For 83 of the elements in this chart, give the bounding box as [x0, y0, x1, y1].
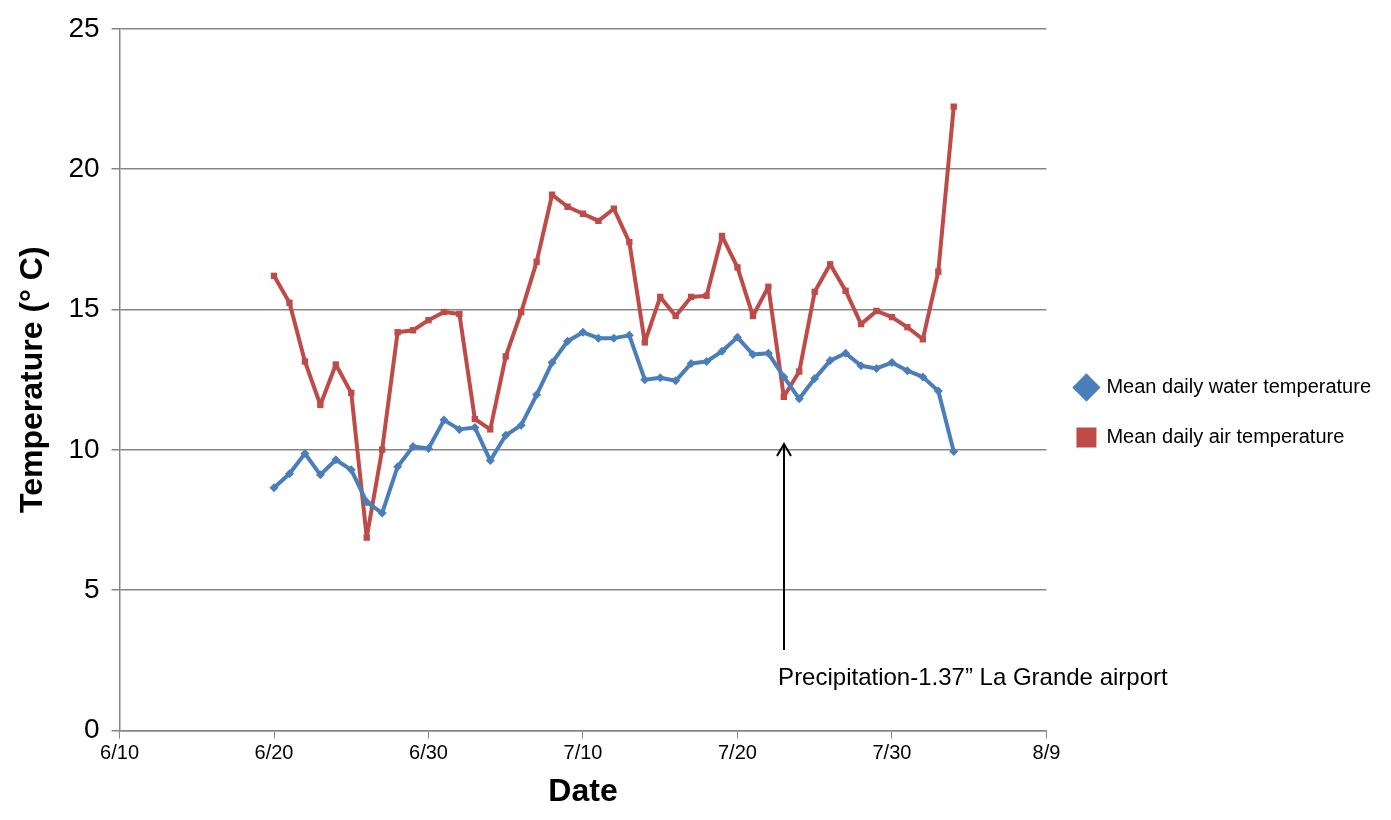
- annotation: Precipitation-1.37” La Grande airport: [778, 662, 1168, 690]
- point: [516, 420, 526, 430]
- point: [595, 217, 602, 224]
- point: [796, 368, 803, 375]
- x-tick-label: 6/10: [100, 741, 140, 764]
- x-tick-label: 7/10: [563, 741, 603, 764]
- point: [456, 310, 463, 318]
- point: [593, 333, 603, 343]
- point: [331, 455, 341, 465]
- point: [378, 446, 386, 453]
- point: [933, 386, 943, 396]
- point: [317, 401, 324, 409]
- point: [471, 415, 479, 423]
- point: [533, 258, 540, 265]
- point: [394, 329, 401, 336]
- x-tick-label: 7/20: [718, 741, 757, 764]
- point: [794, 394, 804, 404]
- y-tick-label: 15: [68, 292, 100, 324]
- point: [841, 348, 851, 358]
- point: [377, 508, 387, 518]
- point: [765, 283, 772, 290]
- point: [825, 356, 835, 366]
- y-tick-label: 10: [68, 432, 100, 464]
- point: [779, 372, 789, 382]
- point: [564, 203, 571, 210]
- point: [950, 103, 957, 110]
- point: [826, 261, 834, 268]
- point: [810, 374, 820, 384]
- point: [918, 372, 928, 382]
- point: [935, 268, 942, 275]
- y-tick-label: 5: [83, 572, 100, 604]
- legend-label: Mean daily air temperature: [1106, 425, 1345, 448]
- point: [703, 292, 710, 299]
- x-axis-title: Date: [548, 771, 618, 808]
- point: [732, 332, 742, 342]
- x-tick-label: 8/9: [1032, 741, 1061, 764]
- point: [300, 449, 310, 459]
- point: [393, 462, 403, 472]
- y-tick-label: 25: [68, 11, 100, 43]
- y-tick-label: 20: [68, 151, 100, 183]
- point: [856, 361, 866, 371]
- point: [842, 287, 849, 294]
- point: [626, 238, 633, 246]
- point: [363, 534, 370, 541]
- point: [485, 456, 495, 466]
- point: [532, 390, 542, 400]
- point: [547, 358, 557, 368]
- point: [578, 327, 588, 337]
- point: [702, 356, 712, 366]
- point: [624, 330, 634, 340]
- point: [887, 358, 897, 368]
- point: [424, 443, 434, 453]
- point: [439, 415, 449, 425]
- point: [902, 366, 912, 376]
- point: [734, 264, 741, 271]
- point: [332, 361, 339, 368]
- point: [284, 469, 294, 479]
- point: [904, 324, 911, 331]
- y-tick-label: 0: [83, 713, 100, 745]
- point: [346, 465, 356, 475]
- x-tick-label: 6/30: [409, 741, 448, 764]
- point: [425, 317, 432, 324]
- point: [672, 312, 679, 320]
- point: [269, 483, 279, 493]
- point: [501, 430, 511, 440]
- point: [563, 336, 573, 346]
- point: [454, 424, 464, 434]
- point: [502, 353, 509, 360]
- point: [315, 470, 325, 480]
- legend-label: Mean daily water temperature: [1106, 375, 1372, 398]
- point: [487, 426, 494, 433]
- point: [362, 497, 372, 507]
- x-tick-label: 6/20: [254, 741, 294, 764]
- point: [873, 307, 880, 315]
- point: [301, 358, 309, 365]
- point: [872, 363, 881, 373]
- y-axis-title: Temperature (° C): [13, 246, 50, 513]
- point: [641, 339, 648, 346]
- point: [949, 447, 959, 457]
- point: [286, 299, 293, 306]
- point: [717, 346, 727, 356]
- point: [671, 376, 681, 386]
- x-tick-label: 7/30: [872, 741, 912, 764]
